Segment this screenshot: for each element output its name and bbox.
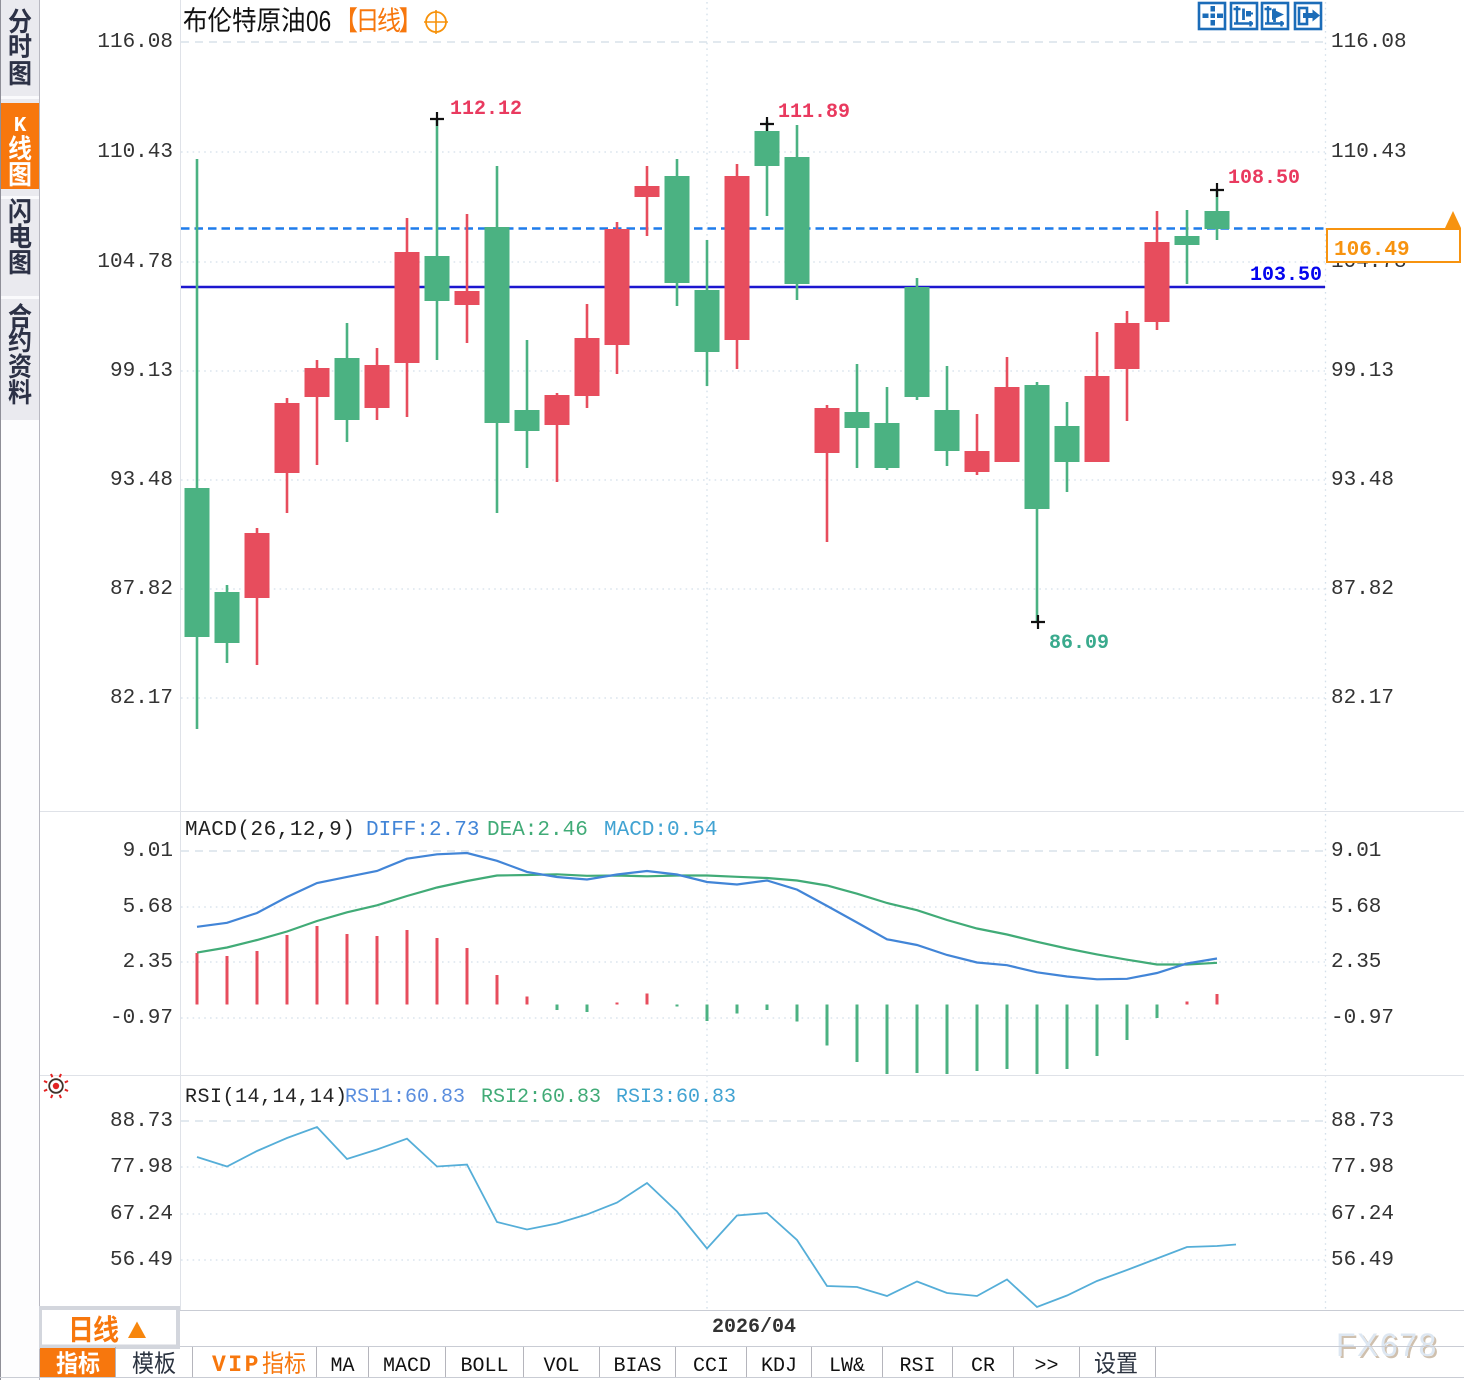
svg-text:RSI3:60.83: RSI3:60.83 <box>616 1086 736 1109</box>
svg-text:5.68: 5.68 <box>1331 896 1381 919</box>
svg-text:MACD: MACD <box>383 1355 431 1378</box>
svg-text:99.13: 99.13 <box>1331 360 1394 383</box>
svg-text:KDJ: KDJ <box>761 1355 797 1378</box>
svg-text:-0.97: -0.97 <box>110 1007 173 1030</box>
svg-text:110.43: 110.43 <box>97 141 173 164</box>
svg-text:77.98: 77.98 <box>110 1156 173 1179</box>
svg-text:VOL: VOL <box>543 1355 579 1378</box>
svg-text:93.48: 93.48 <box>110 469 173 492</box>
svg-text:CCI: CCI <box>693 1355 729 1378</box>
svg-text:116.08: 116.08 <box>97 31 173 54</box>
svg-text:-0.97: -0.97 <box>1331 1007 1394 1030</box>
svg-text:56.49: 56.49 <box>110 1249 173 1272</box>
svg-text:BOLL: BOLL <box>460 1355 508 1378</box>
svg-text:99.13: 99.13 <box>110 360 173 383</box>
svg-text:2026/04: 2026/04 <box>712 1316 796 1339</box>
svg-text:>>: >> <box>1034 1355 1058 1378</box>
svg-text:LW&: LW& <box>829 1355 865 1378</box>
svg-text:93.48: 93.48 <box>1331 469 1394 492</box>
svg-text:108.50: 108.50 <box>1228 167 1300 190</box>
svg-text:9.01: 9.01 <box>123 840 173 863</box>
svg-text:88.73: 88.73 <box>110 1110 173 1133</box>
svg-text:RSI: RSI <box>899 1355 935 1378</box>
svg-text:116.08: 116.08 <box>1331 31 1407 54</box>
svg-text:86.09: 86.09 <box>1049 632 1109 655</box>
svg-text:2.35: 2.35 <box>123 951 173 974</box>
svg-text:87.82: 87.82 <box>1331 578 1394 601</box>
svg-text:MACD(26,12,9): MACD(26,12,9) <box>185 819 355 842</box>
svg-text:67.24: 67.24 <box>110 1203 173 1226</box>
svg-text:2.35: 2.35 <box>1331 951 1381 974</box>
svg-text:FX678: FX678 <box>1336 1327 1438 1363</box>
svg-text:DIFF:2.73: DIFF:2.73 <box>366 819 479 842</box>
svg-text:VIP: VIP <box>212 1352 261 1378</box>
svg-text:87.82: 87.82 <box>110 578 173 601</box>
svg-text:06: 06 <box>306 4 331 37</box>
svg-text:112.12: 112.12 <box>450 98 522 121</box>
svg-text:RSI(14,14,14): RSI(14,14,14) <box>185 1086 348 1109</box>
svg-text:DEA:2.46: DEA:2.46 <box>487 819 588 842</box>
svg-text:CR: CR <box>971 1355 995 1378</box>
svg-text:MACD:0.54: MACD:0.54 <box>604 819 717 842</box>
svg-text:110.43: 110.43 <box>1331 141 1407 164</box>
svg-text:106.49: 106.49 <box>1334 239 1410 262</box>
svg-text:77.98: 77.98 <box>1331 1156 1394 1179</box>
svg-text:67.24: 67.24 <box>1331 1203 1394 1226</box>
svg-text:BIAS: BIAS <box>613 1355 661 1378</box>
svg-text:RSI1:60.83: RSI1:60.83 <box>345 1086 465 1109</box>
svg-text:104.78: 104.78 <box>97 251 173 274</box>
svg-text:5.68: 5.68 <box>123 896 173 919</box>
svg-text:56.49: 56.49 <box>1331 1249 1394 1272</box>
svg-text:RSI2:60.83: RSI2:60.83 <box>481 1086 601 1109</box>
svg-text:MA: MA <box>330 1355 354 1378</box>
svg-text:82.17: 82.17 <box>1331 687 1394 710</box>
svg-text:111.89: 111.89 <box>778 101 850 124</box>
svg-text:103.50: 103.50 <box>1250 264 1322 287</box>
svg-text:K: K <box>14 115 27 138</box>
svg-text:88.73: 88.73 <box>1331 1110 1394 1133</box>
svg-text:82.17: 82.17 <box>110 687 173 710</box>
svg-text:9.01: 9.01 <box>1331 840 1381 863</box>
